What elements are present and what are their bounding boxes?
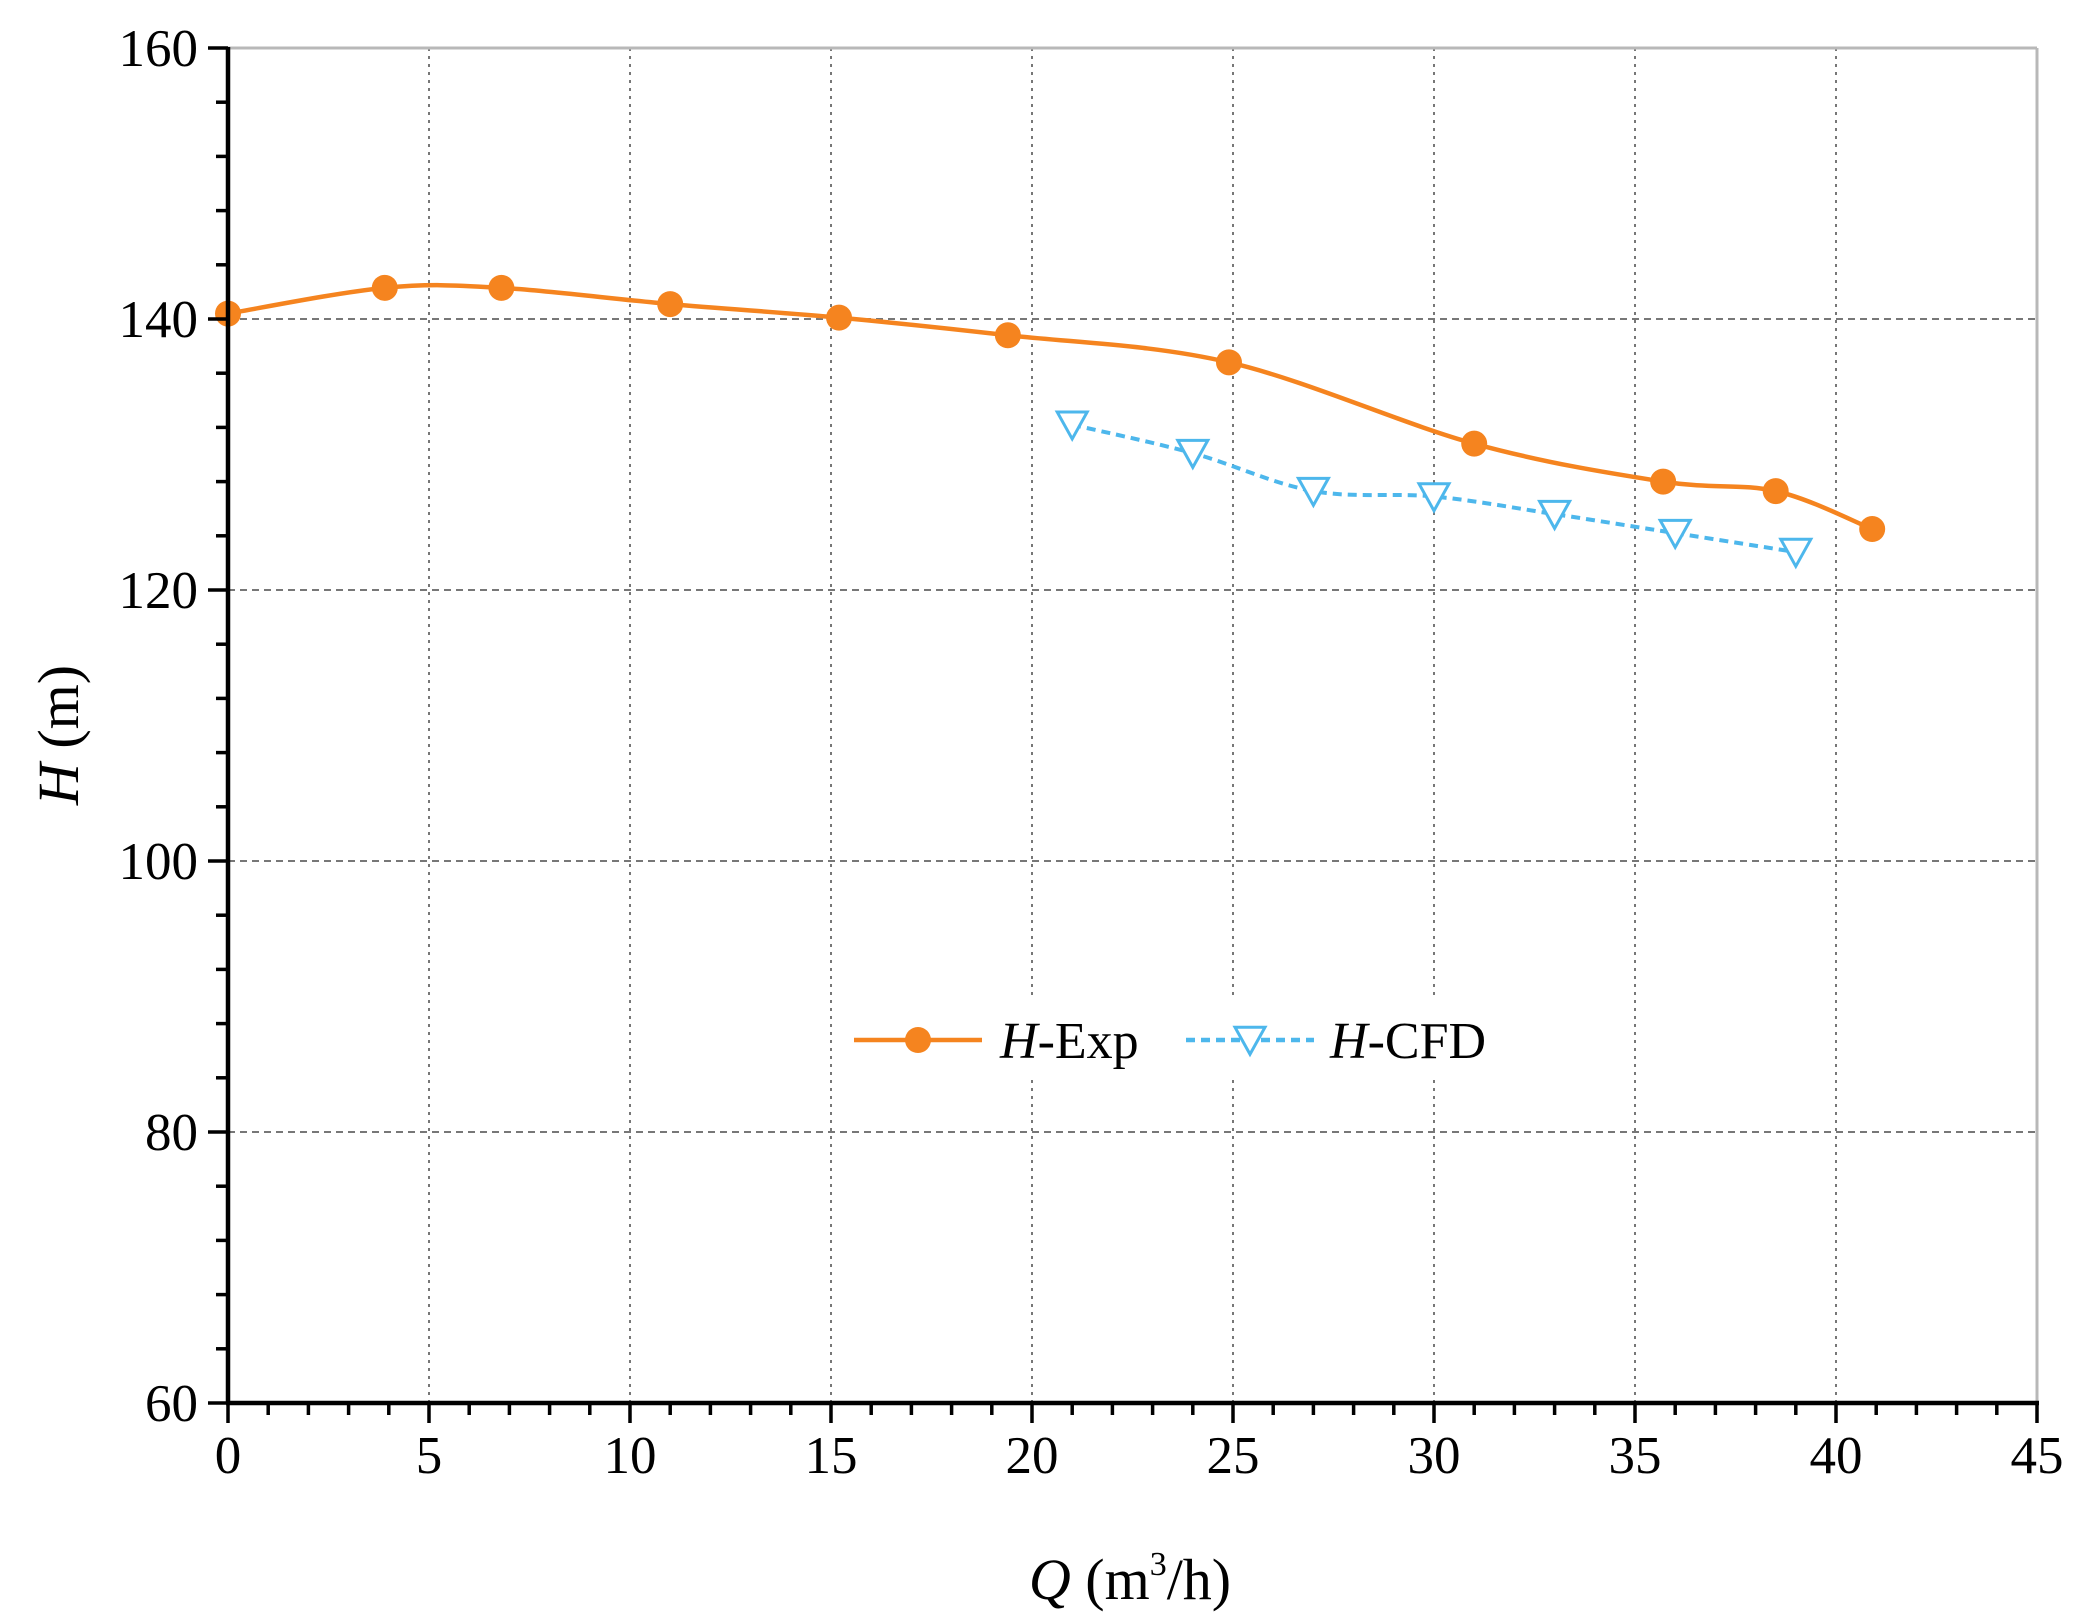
- data-point: [1175, 438, 1211, 471]
- x-tick-label: 35: [1609, 1427, 1662, 1485]
- x-tick-label: 5: [416, 1427, 443, 1485]
- data-point: [826, 304, 853, 331]
- data-point: [1778, 537, 1814, 570]
- data-point: [1416, 482, 1452, 514]
- x-tick-label: 0: [215, 1427, 242, 1485]
- y-tick-label: 80: [145, 1104, 198, 1162]
- y-axis-title: H (m): [26, 665, 91, 806]
- legend-label: H-CFD: [1329, 1013, 1486, 1070]
- legend-label-italic: H: [1329, 1013, 1370, 1070]
- tick-labels: 0 5 10 15 20 25 30 35 40 45 60 80 100 120 140 160: [119, 20, 2064, 1485]
- x-tick-label: 25: [1207, 1427, 1260, 1485]
- axes: [208, 46, 2039, 1423]
- x-axis-unit-sup: 3: [1150, 1546, 1167, 1583]
- legend: H-Exp H-CFD: [845, 1000, 1525, 1080]
- data-point: [1054, 410, 1090, 443]
- data-point: [371, 274, 398, 301]
- y-axis-unit: (m): [26, 665, 91, 763]
- x-axis-unit-prefix: (m: [1071, 1547, 1150, 1612]
- y-tick-label: 140: [119, 291, 199, 349]
- legend-label-italic: H: [999, 1013, 1040, 1070]
- legend-label-rest: -CFD: [1368, 1013, 1486, 1070]
- x-axis-title: Q (m3/h): [1029, 1546, 1231, 1612]
- data-point: [488, 274, 515, 301]
- legend-label-rest: -Exp: [1038, 1013, 1139, 1070]
- y-tick-label: 100: [119, 833, 199, 891]
- grid-lines: [228, 48, 2037, 1403]
- x-axis-symbol: Q: [1029, 1547, 1071, 1612]
- data-point: [1859, 516, 1886, 543]
- y-tick-label: 120: [119, 562, 199, 620]
- y-axis-symbol: H: [26, 760, 91, 806]
- series-line: [227, 282, 1874, 532]
- data-point: [1650, 468, 1677, 495]
- x-tick-label: 40: [1810, 1427, 1863, 1485]
- y-tick-label: 160: [119, 20, 199, 78]
- series-h-cfd: [1054, 410, 1814, 570]
- x-tick-label: 45: [2011, 1427, 2064, 1485]
- x-tick-label: 30: [1408, 1427, 1461, 1485]
- y-tick-label: 60: [145, 1375, 198, 1433]
- data-point: [1762, 478, 1789, 505]
- legend-marker: [1232, 1025, 1268, 1058]
- data-point: [994, 322, 1021, 349]
- x-axis-unit-suffix: /h): [1167, 1547, 1231, 1612]
- legend-item-h-exp: H-Exp: [854, 1013, 1139, 1070]
- x-tick-label: 15: [805, 1427, 858, 1485]
- data-point: [1537, 499, 1573, 532]
- data-point: [1461, 430, 1488, 457]
- data-point: [1657, 518, 1693, 551]
- legend-item-h-cfd: H-CFD: [1186, 1013, 1486, 1070]
- data-point: [1295, 476, 1331, 509]
- legend-marker: [905, 1027, 931, 1053]
- data-point: [657, 291, 684, 318]
- plot-frame: [228, 46, 2039, 1403]
- legend-label: H-Exp: [999, 1013, 1139, 1070]
- x-tick-label: 10: [604, 1427, 657, 1485]
- x-tick-label: 20: [1006, 1427, 1059, 1485]
- data-point: [1215, 349, 1242, 376]
